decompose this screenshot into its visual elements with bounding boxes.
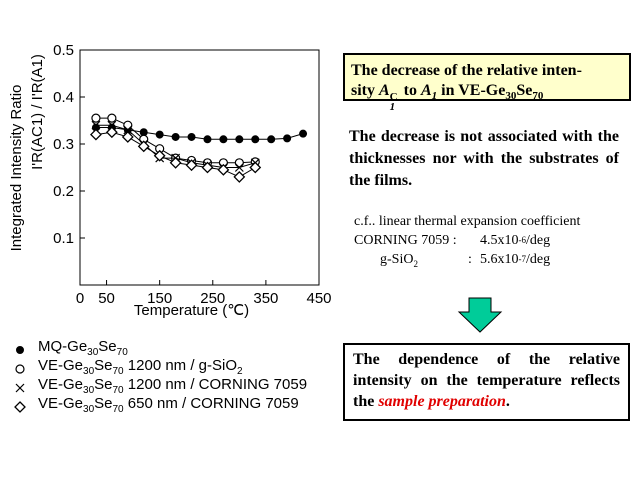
legend-marker-icon [12,397,38,416]
legend-label: VE-Ge30Se70 650 nm / CORNING 7059 [38,395,299,415]
legend-marker-shape [15,383,25,393]
data-point [267,135,276,144]
legend-label: VE-Ge30Se70 1200 nm / g-SiO2 [38,357,243,377]
legend-item: VE-Ge30Se70 1200 nm / g-SiO2 [12,357,307,378]
chart-legend: MQ-Ge30Se70 VE-Ge30Se70 1200 nm / g-SiO2 V… [12,338,308,416]
x-tick-label: 450 [306,290,331,307]
data-point [235,135,244,144]
title-line-1: The decrease of the relative inten- [351,62,582,79]
data-point [107,113,117,123]
series-3 [90,126,262,183]
y-tick-label: 0.5 [53,42,74,59]
data-point [217,163,230,176]
data-point [283,134,292,143]
data-point [139,128,148,137]
x-tick-label: 350 [253,290,278,307]
data-point [91,113,101,123]
legend-marker-shape [15,364,25,374]
data-point [171,132,180,141]
y-tick-label: 0.2 [53,183,74,200]
down-arrow-icon [457,297,503,333]
x-axis-label: Temperature (℃) [134,302,249,319]
data-point [233,170,246,183]
chart-labels: Temperature (℃) Integrated Intensity Rati… [8,54,249,319]
chart-series [90,113,308,183]
plot-frame [79,49,320,286]
legend-marker-shape [16,346,24,354]
x-tick-label: 250 [200,290,225,307]
data-point [251,135,260,144]
legend-marker-icon [12,340,38,359]
legend-marker-icon [12,359,38,378]
y-axis-label: Integrated Intensity Ratio [8,85,25,252]
legend-label: VE-Ge30Se70 1200 nm / CORNING 7059 [38,376,308,396]
data-point [234,163,244,172]
x-tick-label: 0 [76,290,84,307]
chart-ticks: 0 50 150 250 350 450 0.1 0.2 0.3 0.4 0.5 [53,42,331,307]
conclusion-box: The dependence of the relative intensity… [343,343,630,421]
data-point [121,131,134,143]
y-tick-label: 0.3 [53,136,74,153]
y-tick-label: 0.4 [53,89,74,106]
data-point [137,140,150,153]
data-point [201,161,214,174]
data-point [234,158,244,168]
y-axis-expression: I'R(AC1) / I'R(A1) [29,54,46,170]
cf-row-gsio2: g-SiO2 : 5.6x10 -7 /deg [380,252,551,269]
highlight-sample-preparation: sample preparation [378,393,506,410]
legend-item: VE-Ge30Se70 1200 nm / CORNING 7059 [12,376,308,397]
cf-row-corning: CORNING 7059 : 4.5x10 -6 /deg [354,233,551,248]
data-point [107,120,117,130]
legend-label: MQ-Ge30Se70 [38,338,128,358]
data-point [169,156,182,169]
legend-item: MQ-Ge30Se70 [12,338,307,359]
observation-note: The decrease is not associated with the … [349,128,619,189]
data-point [123,120,133,130]
data-point [123,125,133,135]
data-point [91,120,101,130]
data-point [155,130,164,139]
thermal-expansion-note: c.f.. linear thermal expansion coefficie… [354,212,614,274]
data-point [153,149,166,162]
cf-heading: c.f.. linear thermal expansion coefficie… [354,214,581,229]
chart-axes [79,49,320,286]
x-tick-label: 150 [147,290,172,307]
legend-item: VE-Ge30Se70 650 nm / CORNING 7059 [12,395,307,416]
data-point [187,132,196,141]
legend-marker-icon [12,378,38,397]
title-box: The decrease of the relative inten- sity… [343,53,631,113]
data-point [185,159,198,172]
data-point [249,161,262,174]
data-point [90,128,102,141]
data-point [105,126,118,139]
data-point [203,135,212,144]
legend-marker-shape [14,401,26,413]
data-point [219,135,228,144]
data-point [299,129,308,138]
y-tick-label: 0.1 [53,230,74,247]
chart: 0 50 150 250 350 450 0.1 0.2 0.3 0.4 0.5 Temperatu… [8,42,332,319]
x-tick-label: 50 [98,290,115,307]
